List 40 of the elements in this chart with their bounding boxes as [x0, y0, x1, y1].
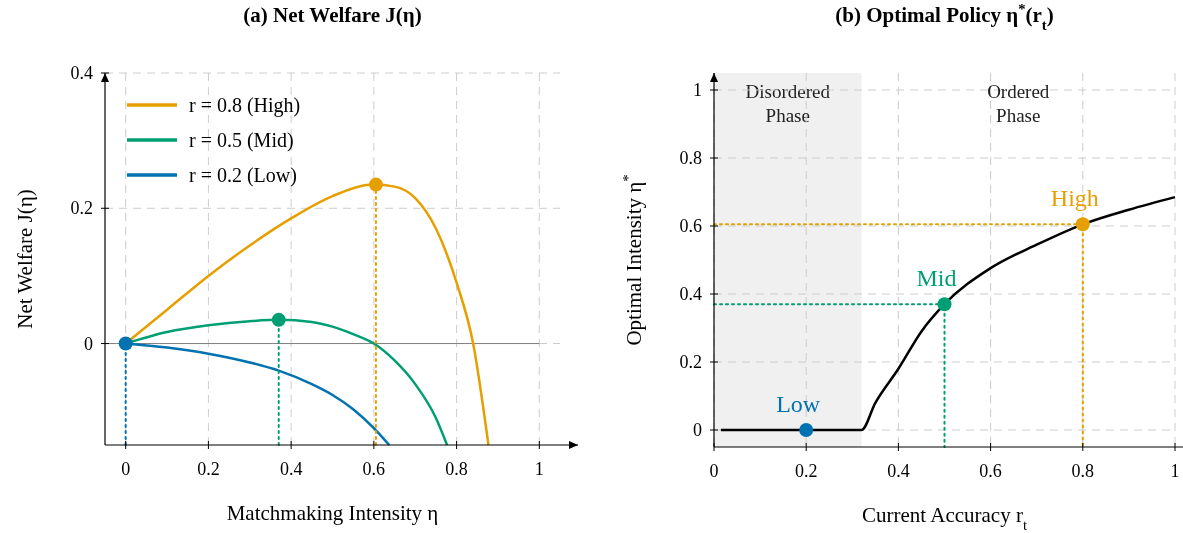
- x-tick-label: 0.8: [445, 459, 468, 479]
- point: [937, 297, 952, 312]
- y-tick-label: 0: [693, 420, 702, 440]
- y-tick-label: 0.2: [679, 352, 702, 372]
- x-tick-label: 1: [534, 459, 544, 479]
- y-tick-label: 0.6: [679, 216, 702, 236]
- legend-label: r = 0.5 (Mid): [189, 129, 294, 152]
- annotation: Ordered Phase: [987, 81, 1050, 126]
- point: [118, 336, 133, 351]
- legend-label: r = 0.2 (Low): [189, 164, 297, 187]
- legend-label: r = 0.8 (High): [189, 94, 301, 117]
- series-label: Low: [776, 391, 821, 417]
- x-tick-label: 1: [1170, 461, 1180, 481]
- y-axis-title: Net Welfare J(η): [13, 189, 37, 329]
- x-tick-label: 0.2: [794, 461, 818, 481]
- point: [368, 177, 383, 192]
- x-tick-label: 0.6: [362, 459, 386, 479]
- y-tick-label: 0.8: [679, 148, 702, 168]
- x-tick-label: 0: [121, 459, 131, 479]
- band-label: Disordered Phase: [745, 81, 831, 126]
- series-label: High: [1050, 185, 1099, 212]
- chart-title: (a) Net Welfare J(η): [243, 3, 422, 27]
- x-tick-label: 0.2: [197, 459, 220, 479]
- series-label: Mid: [916, 265, 957, 292]
- x-tick-label: 0.8: [1071, 461, 1095, 481]
- chart-title: (b) Optimal Policy η$^{*}$(r$_{t}$): [835, 1, 1054, 33]
- y-tick-label: 1: [693, 80, 702, 100]
- x-axis-title: Current Accuracy r$_{t}$: [861, 503, 1028, 533]
- y-tick-label: 0.4: [679, 284, 702, 304]
- point: [1075, 217, 1090, 232]
- x-axis-title: Matchmaking Intensity η: [226, 501, 439, 525]
- point: [799, 423, 814, 437]
- x-tick-label: 0.6: [979, 461, 1002, 481]
- x-tick-label: 0: [709, 461, 719, 481]
- x-tick-label: 0.4: [279, 459, 303, 479]
- point: [271, 312, 286, 327]
- y-tick-label: 0: [84, 333, 93, 354]
- y-tick-label: 0.2: [70, 198, 93, 219]
- x-tick-label: 0.4: [887, 461, 910, 481]
- y-tick-label: 0.4: [70, 63, 93, 83]
